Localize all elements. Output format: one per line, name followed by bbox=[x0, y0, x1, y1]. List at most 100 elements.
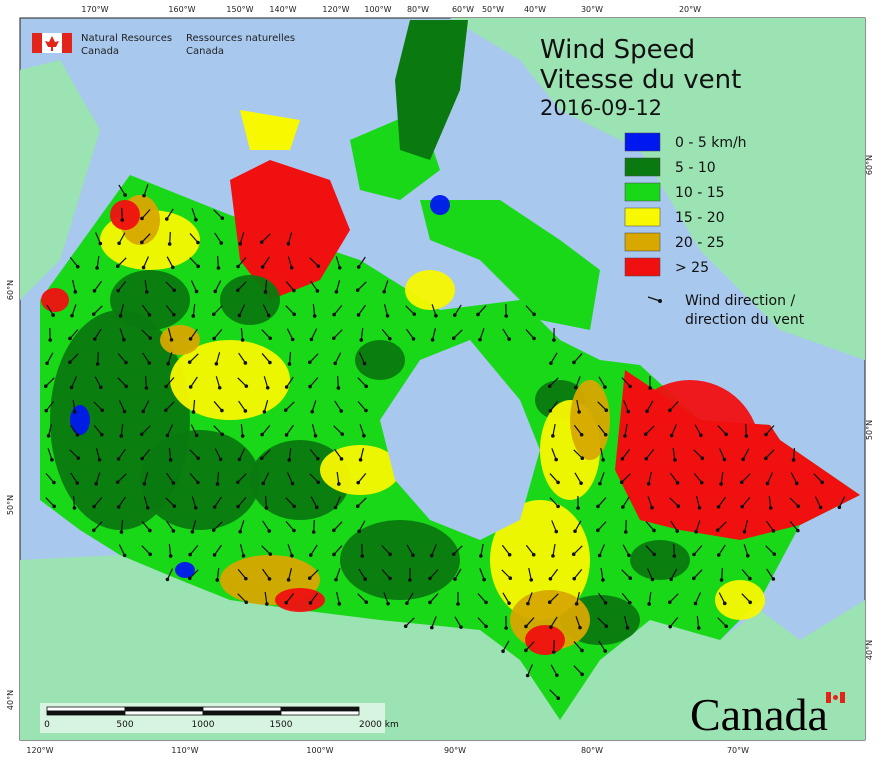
arrow-head bbox=[652, 552, 656, 557]
arrow-head bbox=[287, 458, 292, 462]
arrow-head bbox=[334, 577, 338, 582]
arrow-head bbox=[45, 361, 49, 366]
arrow-head bbox=[191, 314, 196, 318]
wind-arrow bbox=[285, 281, 295, 291]
wind-arrow bbox=[69, 353, 79, 363]
arrow-head bbox=[115, 264, 120, 269]
arrow-head bbox=[647, 602, 651, 606]
wind-arrow bbox=[141, 425, 151, 435]
wind-arrow bbox=[118, 184, 126, 196]
wind-arrow bbox=[166, 208, 174, 220]
wind-arrow bbox=[454, 304, 462, 316]
wind-arrow bbox=[789, 521, 799, 531]
wind-zone bbox=[525, 625, 565, 655]
arrow-head bbox=[164, 217, 169, 221]
arrow-head bbox=[501, 649, 505, 654]
arrow-head bbox=[187, 576, 192, 581]
wordmark: Canada bbox=[690, 689, 828, 740]
wind-arrow bbox=[165, 401, 175, 411]
arrow-head bbox=[337, 482, 341, 486]
wind-arrow bbox=[551, 520, 557, 532]
wind-arrow bbox=[311, 400, 317, 412]
wind-arrow bbox=[575, 616, 581, 628]
arrow-head bbox=[531, 552, 536, 557]
lon-label: 100°W bbox=[306, 746, 333, 755]
arrow-head bbox=[339, 409, 344, 413]
maple-leaf bbox=[833, 695, 838, 700]
arrow-head bbox=[220, 216, 225, 220]
wind-arrow bbox=[240, 423, 244, 437]
arrow-head bbox=[359, 338, 364, 342]
title: Vitesse du vent bbox=[540, 65, 741, 95]
wind-arrow bbox=[573, 641, 583, 651]
wind-arrow bbox=[549, 593, 559, 603]
wind-arrow bbox=[166, 424, 174, 436]
wind-arrow bbox=[169, 231, 171, 245]
arrow-head bbox=[140, 240, 144, 245]
arrow-head bbox=[141, 265, 146, 270]
wind-arrow bbox=[525, 329, 535, 339]
wind-arrow bbox=[527, 664, 533, 676]
arrow-head bbox=[191, 410, 196, 414]
arrow-head bbox=[97, 458, 102, 462]
wind-arrow bbox=[717, 425, 727, 435]
wind-zone bbox=[490, 500, 590, 620]
arrow-head bbox=[547, 600, 552, 604]
lon-label: 80°W bbox=[581, 746, 603, 755]
arrow-head bbox=[554, 457, 558, 462]
wind-arrow bbox=[334, 448, 342, 460]
arrow-head bbox=[290, 337, 295, 342]
wind-zone bbox=[630, 540, 690, 580]
wind-arrow bbox=[69, 449, 79, 459]
lon-label: 90°W bbox=[444, 746, 466, 755]
wind-arrow bbox=[574, 472, 582, 484]
wind-arrow bbox=[551, 448, 557, 460]
wind-arrow bbox=[189, 233, 199, 243]
wind-zone bbox=[615, 370, 860, 540]
arrow-head bbox=[358, 458, 363, 462]
wind-arrow bbox=[479, 328, 485, 340]
wind-arrow bbox=[165, 377, 175, 387]
arrow-head bbox=[360, 554, 365, 558]
wind-arrow bbox=[118, 448, 126, 460]
wind-arrow bbox=[333, 545, 343, 555]
wind-arrow bbox=[261, 353, 271, 363]
wind-arrow bbox=[623, 616, 629, 628]
hudson-bay bbox=[380, 340, 540, 540]
wind-arrow bbox=[622, 544, 630, 556]
wind-arrow bbox=[191, 208, 197, 220]
canada-wordmark: Canada bbox=[690, 689, 845, 740]
arrow-head bbox=[362, 433, 366, 438]
arrow-head bbox=[551, 650, 556, 654]
wind-arrow bbox=[93, 305, 103, 315]
wind-arrow bbox=[431, 328, 437, 340]
scale-seg bbox=[202, 706, 282, 712]
wind-arrow bbox=[597, 521, 607, 531]
arrow-head bbox=[148, 528, 152, 533]
arrow-head bbox=[482, 577, 486, 582]
arrow-head bbox=[623, 434, 627, 438]
arrow-head bbox=[194, 217, 198, 222]
arrow-head bbox=[597, 553, 602, 558]
arrow-head bbox=[339, 457, 344, 461]
arrow-head bbox=[572, 576, 577, 581]
legend-swatch bbox=[624, 132, 661, 152]
arrow-head bbox=[172, 312, 176, 317]
arrow-head bbox=[508, 576, 513, 581]
arrow-head bbox=[382, 289, 386, 294]
wind-arrow bbox=[71, 376, 77, 388]
wind-arrow bbox=[166, 568, 174, 580]
wind-arrow bbox=[213, 521, 223, 531]
arrow-head bbox=[292, 504, 296, 509]
arrow-head bbox=[283, 408, 288, 412]
arrow-head bbox=[334, 289, 339, 294]
wind-arrow bbox=[46, 304, 54, 316]
wind-zone bbox=[175, 562, 195, 578]
arrow-head bbox=[411, 553, 415, 558]
legend-label: 10 - 15 bbox=[675, 185, 725, 201]
arrow-head bbox=[119, 530, 124, 534]
arrow-head bbox=[333, 505, 338, 510]
wind-arrow bbox=[285, 305, 295, 315]
wind-arrow bbox=[262, 304, 270, 316]
wind-arrow bbox=[239, 232, 245, 244]
